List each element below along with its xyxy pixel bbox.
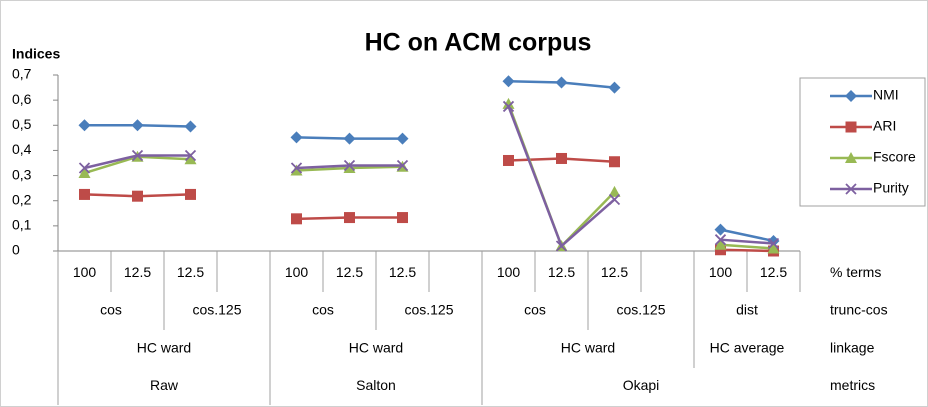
group-label: HC ward bbox=[561, 340, 615, 356]
group-label: cos bbox=[100, 302, 122, 318]
level-name: metrics bbox=[830, 377, 875, 393]
x-tick-label: 12.5 bbox=[124, 264, 151, 280]
legend-marker bbox=[845, 152, 857, 163]
x-tick-label: 100 bbox=[497, 264, 521, 280]
data-point bbox=[396, 132, 409, 145]
x-tick-label: 100 bbox=[709, 264, 733, 280]
legend-marker bbox=[845, 121, 857, 133]
data-point bbox=[78, 162, 91, 174]
y-tick-label: 0,7 bbox=[12, 66, 32, 82]
group-label: HC average bbox=[710, 340, 785, 356]
y-axis-label: Indices bbox=[12, 46, 60, 62]
legend bbox=[799, 77, 926, 207]
group-label: dist bbox=[736, 302, 758, 318]
data-point bbox=[185, 188, 196, 200]
data-point bbox=[343, 162, 356, 174]
x-tick-label: 12.5 bbox=[548, 264, 575, 280]
y-tick-label: 0,2 bbox=[12, 191, 32, 207]
data-point bbox=[767, 242, 780, 254]
x-tick-label: 100 bbox=[285, 264, 309, 280]
data-point bbox=[714, 223, 727, 236]
data-point bbox=[715, 244, 726, 256]
level-name: trunc-cos bbox=[830, 302, 888, 318]
group-label: Salton bbox=[356, 377, 396, 393]
x-tick-label: 12.5 bbox=[601, 264, 628, 280]
y-tick-label: 0,4 bbox=[12, 141, 32, 157]
x-tick-label: 12.5 bbox=[177, 264, 204, 280]
legend-label: NMI bbox=[873, 87, 899, 103]
x-tick-label: 12.5 bbox=[389, 264, 416, 280]
group-label: cos.125 bbox=[192, 302, 241, 318]
data-point bbox=[131, 149, 144, 162]
legend-label: ARI bbox=[873, 118, 896, 134]
chart-title: HC on ACM corpus bbox=[365, 29, 592, 57]
data-point bbox=[343, 159, 356, 172]
data-point bbox=[397, 212, 408, 224]
data-point bbox=[502, 75, 515, 88]
data-point bbox=[291, 213, 302, 225]
group-label: cos bbox=[312, 302, 334, 318]
data-point bbox=[555, 240, 568, 252]
y-tick-label: 0,3 bbox=[12, 166, 32, 182]
y-tick-label: 0 bbox=[12, 242, 20, 258]
y-tick-label: 0,1 bbox=[12, 217, 32, 233]
data-point bbox=[502, 100, 515, 113]
group-label: cos bbox=[524, 302, 546, 318]
data-point bbox=[714, 238, 727, 250]
group-label: Okapi bbox=[623, 377, 660, 393]
legend-label: Purity bbox=[873, 180, 909, 196]
data-point bbox=[290, 164, 303, 176]
data-point bbox=[184, 120, 197, 133]
group-label: cos.125 bbox=[404, 302, 453, 318]
group-label: HC ward bbox=[349, 340, 403, 356]
data-point bbox=[343, 132, 356, 145]
data-point bbox=[555, 76, 568, 89]
data-point bbox=[184, 153, 197, 165]
data-point bbox=[78, 167, 91, 179]
y-tick-label: 0,5 bbox=[12, 116, 32, 132]
group-label: HC ward bbox=[137, 340, 191, 356]
y-tick-label: 0,6 bbox=[12, 91, 32, 107]
data-point bbox=[396, 159, 409, 172]
x-tick-label: 12.5 bbox=[760, 264, 787, 280]
data-point bbox=[503, 154, 514, 166]
data-point bbox=[502, 97, 515, 109]
level-name: linkage bbox=[830, 340, 875, 356]
legend-marker bbox=[845, 183, 857, 195]
data-point bbox=[767, 237, 780, 250]
data-point bbox=[79, 188, 90, 200]
x-tick-label: 12.5 bbox=[336, 264, 363, 280]
data-point bbox=[290, 162, 303, 174]
group-label: cos.125 bbox=[616, 302, 665, 318]
data-point bbox=[131, 119, 144, 132]
data-point bbox=[714, 234, 727, 246]
data-point bbox=[608, 81, 621, 94]
data-point bbox=[608, 193, 621, 206]
data-point bbox=[132, 190, 143, 202]
data-point bbox=[184, 149, 197, 162]
data-point bbox=[78, 119, 91, 132]
legend-label: Fscore bbox=[873, 149, 916, 165]
data-point bbox=[609, 156, 620, 168]
data-point bbox=[556, 152, 567, 164]
level-name: % terms bbox=[830, 264, 881, 280]
data-point bbox=[344, 212, 355, 224]
legend-marker bbox=[845, 90, 857, 102]
group-label: Raw bbox=[150, 377, 179, 393]
x-tick-label: 100 bbox=[73, 264, 97, 280]
data-point bbox=[290, 131, 303, 144]
data-point bbox=[608, 185, 621, 197]
